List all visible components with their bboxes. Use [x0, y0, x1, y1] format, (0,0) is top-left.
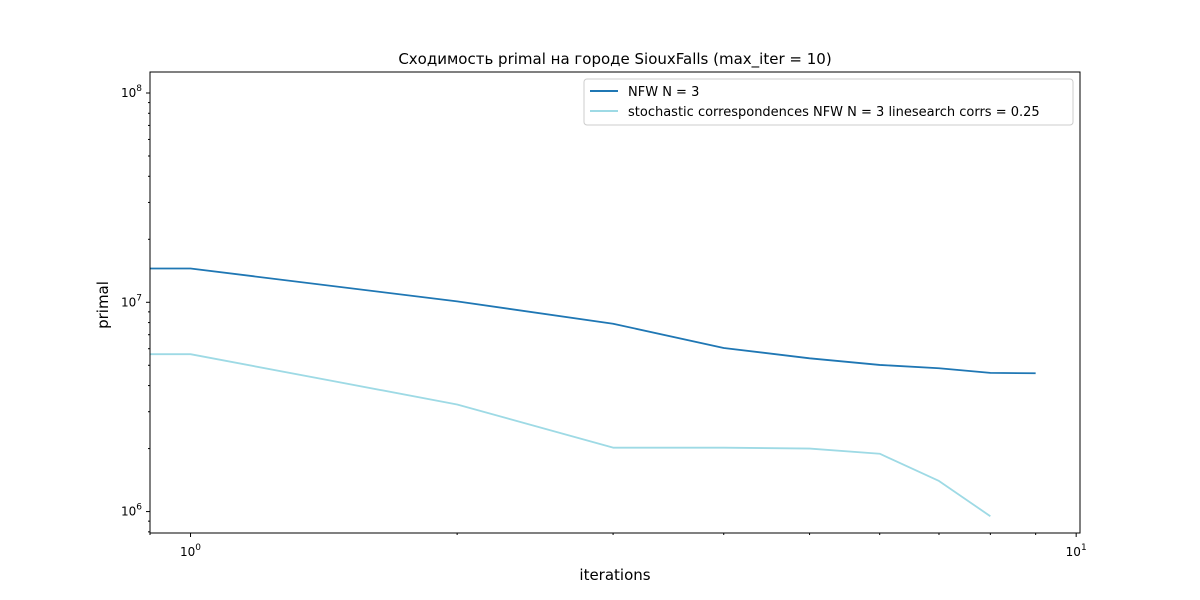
legend-box — [583, 78, 1074, 126]
x-axis-ticks: 100 101 — [149, 533, 1087, 559]
y-axis-ticks: 106 107 108 — [121, 84, 150, 533]
y-tick-label: 106 — [121, 503, 142, 519]
series-line-1 — [150, 353, 991, 517]
series-line-0 — [150, 267, 1036, 375]
x-tick-label: 100 — [180, 543, 201, 559]
y-axis-label: primal — [94, 281, 112, 329]
plot-lines — [150, 267, 1036, 517]
legend: NFW N = 3 stochastic correspondences NFW … — [583, 78, 1074, 126]
y-tick-label: 107 — [121, 293, 142, 309]
legend-label-0: NFW N = 3 — [628, 85, 699, 100]
y-tick-label: 108 — [121, 84, 142, 100]
legend-label-1: stochastic correspondences NFW N = 3 lin… — [628, 105, 1040, 120]
chart-title: Сходимость primal на городе SiouxFalls (… — [398, 50, 831, 69]
x-axis-label: iterations — [579, 566, 650, 584]
plot-frame — [149, 71, 1081, 534]
x-tick-label: 101 — [1066, 543, 1087, 559]
